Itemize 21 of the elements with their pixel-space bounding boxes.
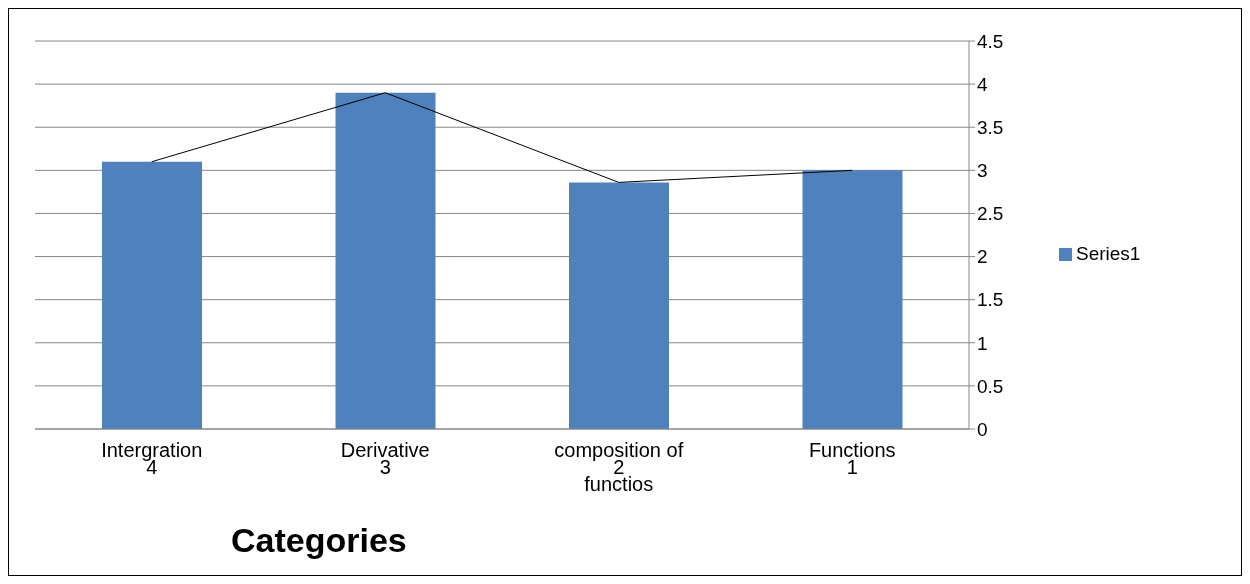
- y-tick-label: 3: [977, 160, 988, 182]
- bar: [102, 161, 202, 429]
- y-tick-label: 0.5: [977, 375, 1004, 397]
- line-series: [151, 92, 853, 183]
- x-tick-label: composition of 2 functios: [554, 439, 684, 495]
- x-axis-title: Categories: [231, 521, 407, 560]
- bar: [335, 92, 436, 429]
- y-tick-label: 4.5: [977, 30, 1004, 52]
- y-tick-label: 2.5: [977, 203, 1004, 225]
- x-tick-label: Intergration 4: [101, 439, 203, 478]
- y-tick-label: 2: [977, 246, 988, 268]
- y-tick-label: 4: [977, 73, 988, 95]
- bar: [569, 182, 669, 429]
- bar: [802, 170, 903, 429]
- y-tick-label: 1.5: [977, 289, 1004, 311]
- x-tick-label: Functions 1: [808, 439, 896, 478]
- x-tick-label: Derivative 3: [340, 439, 430, 478]
- y-tick-label: 1: [977, 332, 988, 354]
- y-tick-label: 3.5: [977, 116, 1004, 138]
- legend-label: Series1: [1076, 243, 1141, 264]
- y-tick-label: 0: [977, 418, 988, 440]
